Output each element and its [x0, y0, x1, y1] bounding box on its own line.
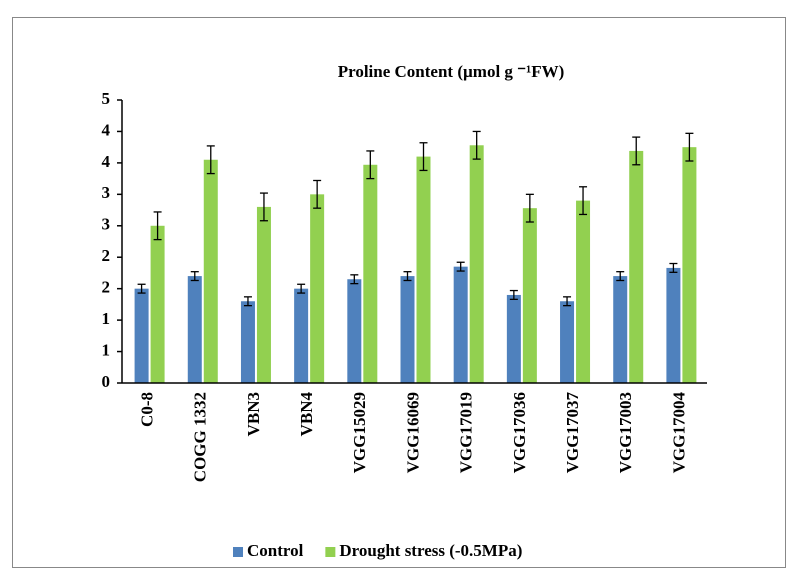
x-tick-label: VGG15029 [350, 392, 369, 473]
error-bar [616, 271, 625, 282]
y-tick-label: 3 [102, 183, 111, 202]
bar [294, 288, 309, 383]
legend-swatch [325, 547, 336, 557]
x-tick-label: VBN4 [297, 392, 316, 437]
x-tick-label: VGG17036 [510, 392, 529, 473]
bar [506, 294, 521, 383]
error-bar [685, 132, 694, 162]
bar [469, 145, 484, 383]
error-bar [472, 130, 481, 160]
y-tick-label: 4 [102, 152, 111, 171]
error-bar [419, 142, 428, 172]
error-bar [579, 186, 588, 216]
bar [682, 147, 697, 383]
error-bar [297, 283, 306, 294]
y-tick-label: 2 [102, 278, 111, 297]
error-bar [206, 145, 215, 175]
error-bar [632, 136, 641, 166]
bar [256, 206, 271, 383]
y-tick-label: 1 [102, 340, 111, 359]
error-bar [563, 296, 572, 307]
bar [576, 200, 591, 383]
bar [400, 276, 415, 383]
error-bar [190, 271, 199, 282]
error-bar [153, 211, 162, 241]
error-bar [669, 262, 678, 273]
x-tick-label: COGG 1332 [191, 392, 210, 482]
x-tick-label: VGG17004 [669, 392, 688, 474]
error-bar [313, 179, 322, 209]
x-tick-label: C0-8 [137, 392, 156, 427]
error-bar [403, 271, 412, 282]
error-bar [366, 150, 375, 180]
bar [240, 301, 255, 383]
error-bar [243, 296, 252, 307]
bar [363, 164, 378, 383]
legend-swatch [233, 547, 243, 557]
error-bar [456, 261, 465, 272]
bar [203, 159, 218, 383]
bar [347, 279, 362, 383]
error-bar [509, 289, 518, 301]
bar [134, 288, 149, 383]
bar [613, 276, 628, 383]
bar [522, 208, 537, 383]
x-tick-label: VBN3 [244, 392, 263, 436]
x-tick-label: VGG16069 [403, 392, 422, 473]
y-tick-label: 0 [102, 372, 111, 391]
x-tick-label: VGG17037 [563, 392, 582, 474]
bar [629, 150, 644, 383]
error-bar [137, 283, 146, 294]
bar [560, 301, 575, 383]
bar [310, 194, 325, 383]
y-tick-label: 4 [102, 120, 111, 139]
y-tick-label: 5 [102, 89, 111, 108]
bar [187, 276, 202, 383]
y-tick-label: 2 [102, 246, 111, 265]
bar [453, 266, 468, 383]
error-bar [259, 192, 268, 222]
bar [150, 225, 165, 383]
y-tick-label: 3 [102, 215, 111, 234]
legend-label: Control [247, 541, 304, 560]
x-tick-label: VGG17003 [616, 392, 635, 473]
chart-title: Proline Content (µmol g ⁻¹FW) [338, 62, 565, 81]
bar [416, 156, 431, 383]
error-bar [525, 193, 534, 223]
legend-label: Drought stress (-0.5MPa) [339, 541, 522, 560]
bar [666, 267, 681, 383]
error-bar [350, 274, 359, 285]
x-tick-label: VGG17019 [457, 392, 476, 473]
y-tick-label: 1 [102, 309, 111, 328]
